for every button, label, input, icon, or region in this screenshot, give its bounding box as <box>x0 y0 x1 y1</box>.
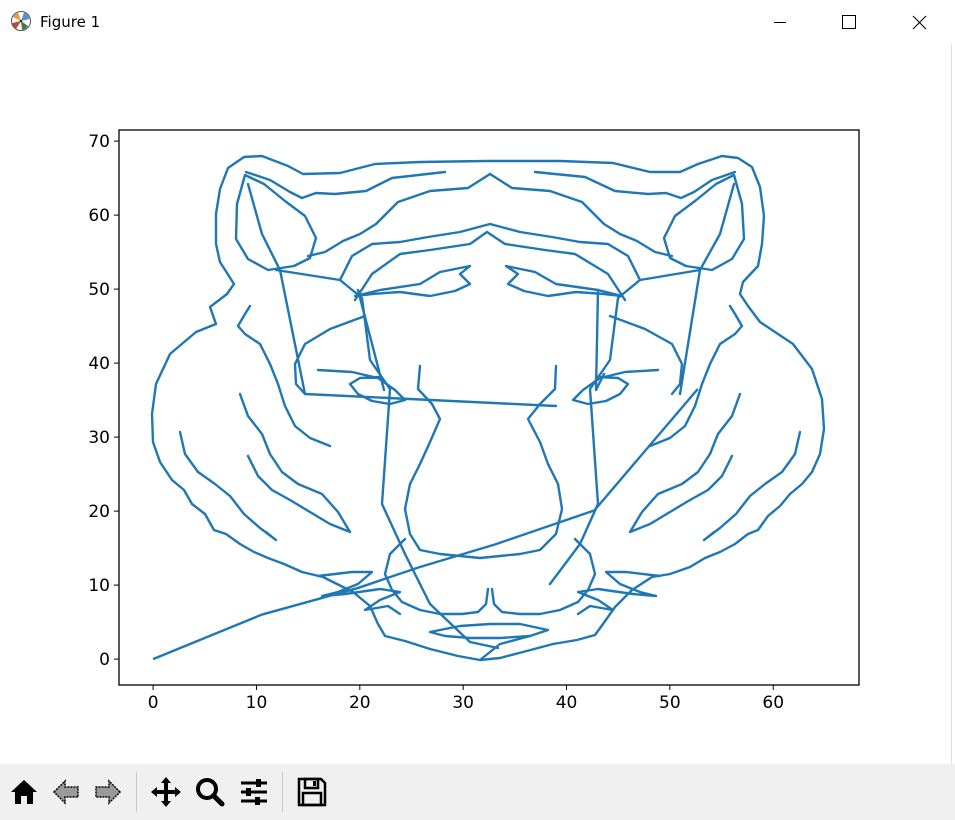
toolbar-separator <box>136 772 137 812</box>
home-icon <box>11 780 37 804</box>
close-icon <box>912 15 926 29</box>
y-tick-label: 40 <box>88 354 110 374</box>
maximize-button[interactable] <box>826 0 872 44</box>
y-tick-label: 0 <box>99 650 110 670</box>
home-button[interactable] <box>4 772 44 812</box>
matplotlib-logo-icon <box>10 10 32 32</box>
minimize-icon <box>774 22 786 23</box>
navigation-toolbar <box>0 764 955 820</box>
pan-button[interactable] <box>146 772 186 812</box>
minimize-button[interactable] <box>757 0 803 44</box>
arrow-right-icon <box>95 779 122 805</box>
window-border <box>951 44 952 764</box>
axes-frame <box>118 129 860 686</box>
back-button[interactable] <box>46 772 86 812</box>
arrow-left-icon <box>52 779 79 805</box>
y-tick-label: 70 <box>88 132 110 152</box>
figure-canvas[interactable]: 0 10 20 30 40 50 60 0 10 20 30 40 50 60 70 <box>0 44 955 764</box>
y-tick-label: 50 <box>88 280 110 300</box>
magnifier-icon <box>196 778 225 807</box>
floppy-disk-icon <box>297 777 327 807</box>
forward-button[interactable] <box>88 772 128 812</box>
line-chart: 0 10 20 30 40 50 60 0 10 20 30 40 50 60 70 <box>88 129 860 713</box>
x-tick-label: 20 <box>349 693 371 713</box>
configure-subplots-button[interactable] <box>234 772 274 812</box>
x-tick-label: 30 <box>452 693 474 713</box>
save-button[interactable] <box>292 772 332 812</box>
sliders-icon <box>241 779 267 805</box>
tiger-face-line-drawing <box>150 154 826 662</box>
x-tick-label: 50 <box>659 693 681 713</box>
x-tick-label: 10 <box>246 693 268 713</box>
zoom-button[interactable] <box>190 772 230 812</box>
series-line <box>152 388 699 661</box>
toolbar-separator <box>282 772 283 812</box>
x-tick-label: 60 <box>762 693 784 713</box>
window-title: Figure 1 <box>40 13 101 31</box>
maximize-icon <box>842 15 856 29</box>
x-tick-label: 40 <box>556 693 578 713</box>
y-tick-label: 10 <box>88 576 110 596</box>
move-icon <box>151 777 181 807</box>
y-tick-label: 20 <box>88 502 110 522</box>
y-tick-label: 30 <box>88 428 110 448</box>
y-tick-label: 60 <box>88 206 110 226</box>
close-button[interactable] <box>896 0 942 44</box>
x-tick-label: 0 <box>148 693 159 713</box>
title-bar: Figure 1 <box>0 0 955 44</box>
